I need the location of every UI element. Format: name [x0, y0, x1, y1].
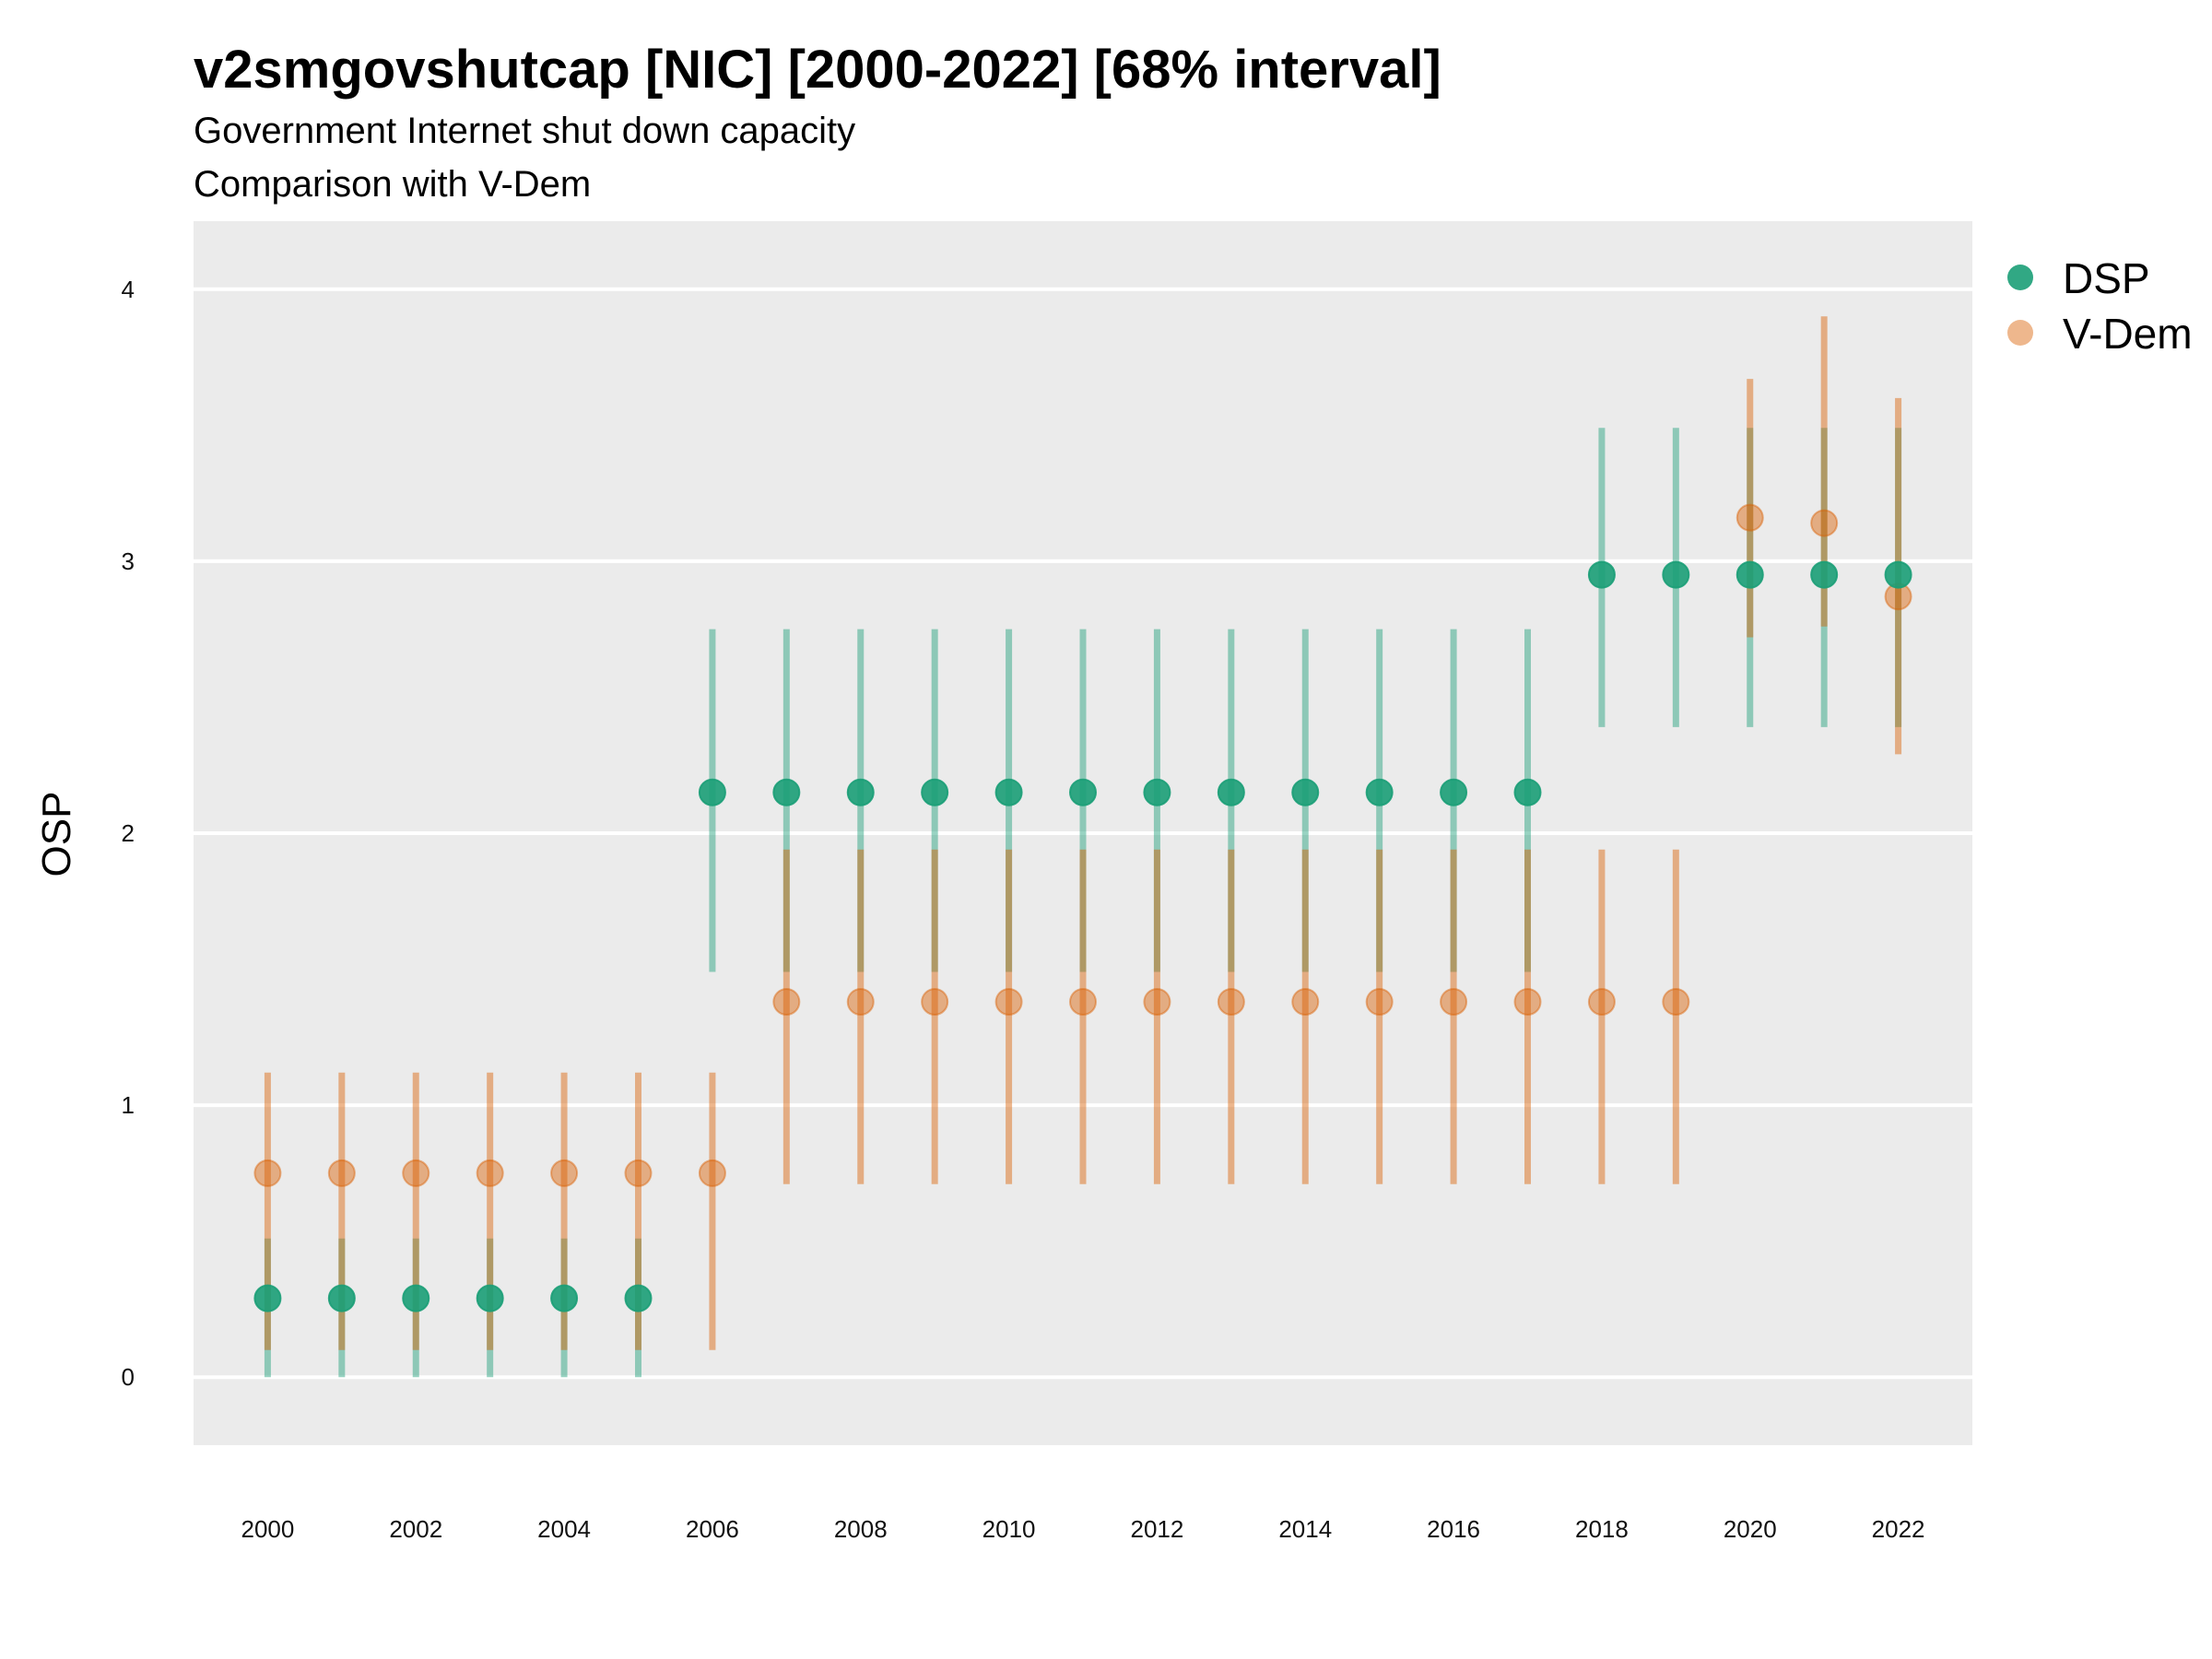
point-vdem-2001 — [327, 1159, 356, 1187]
x-tick-label: 2008 — [834, 1515, 888, 1543]
point-dsp-2017 — [1513, 778, 1542, 806]
point-vdem-2020 — [1735, 503, 1764, 532]
y-tick-label: 0 — [122, 1363, 135, 1391]
point-dsp-2002 — [402, 1284, 430, 1312]
x-tick-label: 2016 — [1427, 1515, 1480, 1543]
y-tick-label: 1 — [122, 1091, 135, 1119]
x-axis-ticks: 2000 2002 2004 2006 2008 2010 2012 2014 2016 2018… — [241, 1515, 1924, 1543]
point-dsp-2020 — [1735, 560, 1764, 589]
point-vdem-2010 — [994, 987, 1023, 1016]
x-tick-label: 2006 — [686, 1515, 739, 1543]
legend-vdem-label: V-Dem — [2063, 310, 2193, 358]
y-tick-label: 2 — [122, 819, 135, 847]
point-vdem-2000 — [253, 1159, 282, 1187]
point-vdem-2007 — [772, 987, 801, 1016]
x-tick-label: 2010 — [982, 1515, 1036, 1543]
point-dsp-2001 — [327, 1284, 356, 1312]
point-dsp-2013 — [1217, 778, 1245, 806]
chart-title: v2smgovshutcap [NIC] [2000-2022] [68% in… — [194, 40, 1441, 100]
point-vdem-2019 — [1662, 987, 1690, 1016]
point-dsp-2005 — [624, 1284, 653, 1312]
point-dsp-2014 — [1291, 778, 1320, 806]
point-vdem-2013 — [1217, 987, 1245, 1016]
x-tick-label: 2004 — [537, 1515, 591, 1543]
point-vdem-2016 — [1440, 987, 1468, 1016]
legend-dsp-label: DSP — [2063, 254, 2150, 302]
gridlines — [194, 287, 1972, 1380]
point-vdem-2017 — [1513, 987, 1542, 1016]
point-dsp-2008 — [846, 778, 875, 806]
chart-subtitle: Government Internet shut down capacity — [194, 111, 855, 151]
data-points — [253, 503, 1912, 1312]
point-vdem-2018 — [1587, 987, 1616, 1016]
point-vdem-2005 — [624, 1159, 653, 1187]
point-dsp-2016 — [1440, 778, 1468, 806]
point-dsp-2003 — [476, 1284, 504, 1312]
point-dsp-2018 — [1587, 560, 1616, 589]
point-dsp-2012 — [1143, 778, 1171, 806]
chart-subtitle-2: Comparison with V-Dem — [194, 164, 591, 205]
point-vdem-2006 — [698, 1159, 726, 1187]
point-dsp-2022 — [1884, 560, 1912, 589]
point-dsp-2006 — [698, 778, 726, 806]
point-dsp-2021 — [1810, 560, 1839, 589]
point-vdem-2012 — [1143, 987, 1171, 1016]
point-vdem-2021 — [1810, 509, 1839, 537]
point-dsp-2011 — [1069, 778, 1097, 806]
point-vdem-2002 — [402, 1159, 430, 1187]
point-vdem-2014 — [1291, 987, 1320, 1016]
x-tick-label: 2020 — [1724, 1515, 1777, 1543]
legend-dsp-marker — [2007, 265, 2033, 290]
point-vdem-2009 — [921, 987, 949, 1016]
y-axis-title: OSP — [34, 792, 79, 877]
point-dsp-2007 — [772, 778, 801, 806]
y-tick-label: 4 — [122, 276, 135, 303]
point-dsp-2000 — [253, 1284, 282, 1312]
legend-vdem-marker — [2007, 320, 2033, 346]
x-tick-label: 2018 — [1575, 1515, 1629, 1543]
x-tick-label: 2014 — [1278, 1515, 1332, 1543]
y-axis-ticks: 0 1 2 3 4 — [122, 276, 135, 1391]
point-dsp-2015 — [1365, 778, 1394, 806]
point-dsp-2004 — [550, 1284, 579, 1312]
point-dsp-2019 — [1662, 560, 1690, 589]
legend: DSP V-Dem — [2007, 254, 2193, 358]
y-tick-label: 3 — [122, 547, 135, 575]
point-vdem-2011 — [1069, 987, 1097, 1016]
legend-item-dsp: DSP — [2007, 254, 2150, 302]
x-tick-label: 2022 — [1872, 1515, 1925, 1543]
point-vdem-2003 — [476, 1159, 504, 1187]
point-dsp-2010 — [994, 778, 1023, 806]
x-tick-label: 2012 — [1130, 1515, 1183, 1543]
x-tick-label: 2002 — [389, 1515, 442, 1543]
point-vdem-2008 — [846, 987, 875, 1016]
point-vdem-2004 — [550, 1159, 579, 1187]
legend-item-vdem: V-Dem — [2007, 310, 2193, 358]
x-tick-label: 2000 — [241, 1515, 294, 1543]
point-dsp-2009 — [921, 778, 949, 806]
point-vdem-2015 — [1365, 987, 1394, 1016]
